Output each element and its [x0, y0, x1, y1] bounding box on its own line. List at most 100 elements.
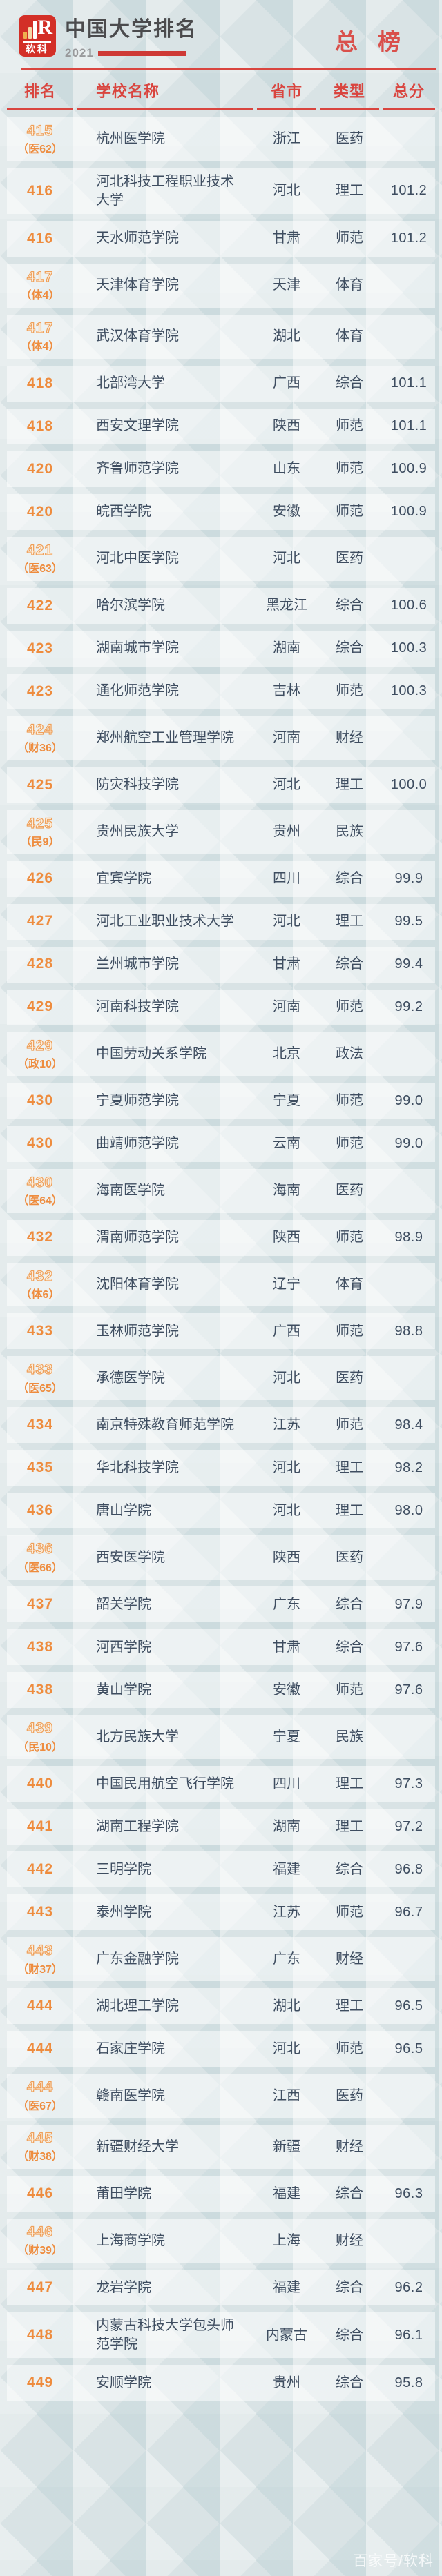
table-row: 420 皖西学院 安徽 师范 100.9	[7, 493, 435, 530]
school-name-cell: 湖南城市学院	[96, 640, 179, 656]
province-cell: 湖北	[273, 328, 300, 344]
table-row: 443 （财37） 广东金融学院 广东 财经	[7, 1937, 435, 1982]
rank-category-sub: （财36）	[17, 743, 63, 755]
school-name-cell: 安顺学院	[96, 2375, 151, 2390]
province-cell: 北京	[273, 1046, 300, 1062]
rank-cell: 421 （医63）	[7, 541, 73, 577]
type-cell: 综合	[336, 598, 363, 613]
type-cell: 体育	[336, 1276, 363, 1292]
type-cell: 综合	[336, 871, 363, 887]
table-row: 428 兰州城市学院 甘肃 综合 99.4	[7, 946, 435, 983]
province-cell: 河北	[273, 1459, 300, 1475]
score-cell: 97.3	[394, 1776, 423, 1791]
school-name-cell: 南京特殊教育师范学院	[96, 1417, 234, 1433]
type-cell: 综合	[336, 2279, 363, 2295]
type-cell: 综合	[336, 1596, 363, 1612]
table-row: 415 （医62） 杭州医学院 浙江 医药	[7, 117, 435, 161]
table-row: 444 湖北理工学院 湖北 理工 96.5	[7, 1988, 435, 2025]
type-cell: 综合	[336, 2375, 363, 2390]
province-cell: 陕西	[273, 1549, 300, 1565]
school-name-cell: 渭南师范学院	[96, 1230, 179, 1245]
score-cell: 96.7	[394, 1904, 423, 1920]
province-cell: 江苏	[273, 1417, 300, 1433]
rank-number: 438	[26, 1682, 54, 1698]
score-cell: 99.5	[394, 914, 423, 930]
type-cell: 综合	[336, 640, 363, 656]
rank-cell: 434	[7, 1415, 73, 1435]
rank-number: 424	[26, 721, 54, 738]
province-cell: 山东	[273, 461, 300, 477]
province-cell: 福建	[273, 2279, 300, 2295]
province-cell: 宁夏	[273, 1729, 300, 1744]
rank-cell: 416	[7, 181, 73, 201]
table-row: 438 河西学院 甘肃 综合 97.6	[7, 1629, 435, 1666]
rank-number: 434	[26, 1417, 54, 1433]
province-cell: 湖南	[273, 1818, 300, 1834]
score-cell: 98.0	[394, 1502, 423, 1518]
table-row: 436 唐山学院 河北 理工 98.0	[7, 1493, 435, 1529]
rank-number: 444	[26, 2041, 54, 2057]
province-cell: 河北	[273, 551, 300, 567]
rank-number: 425	[26, 776, 54, 793]
rank-number: 443	[26, 1943, 54, 1959]
score-cell: 100.3	[390, 640, 427, 656]
type-cell: 师范	[336, 1417, 363, 1433]
school-name-cell: 西安医学院	[96, 1549, 165, 1565]
rank-number: 416	[26, 230, 54, 246]
province-cell: 黑龙江	[266, 598, 307, 613]
school-name-cell: 河北中医学院	[96, 551, 179, 567]
province-cell: 浙江	[273, 131, 300, 147]
rank-cell: 415 （医62）	[7, 121, 73, 157]
rank-number: 429	[26, 1037, 54, 1054]
type-cell: 理工	[336, 183, 363, 199]
school-name-cell: 海南医学院	[96, 1183, 165, 1199]
table-row: 429 （政10） 中国劳动关系学院 北京 政法	[7, 1032, 435, 1076]
rank-number: 449	[26, 2374, 54, 2390]
ranking-rows: 415 （医62） 杭州医学院 浙江 医药 416 河北科技工程职业技术大学 河…	[7, 117, 435, 2401]
rank-number: 432	[26, 1229, 54, 1246]
school-name-cell: 皖西学院	[96, 504, 151, 520]
rank-category-sub: （医63）	[17, 563, 63, 576]
rank-category-sub: （医65）	[17, 1382, 63, 1395]
school-name-cell: 承德医学院	[96, 1370, 165, 1386]
watermark: 百家号/软科	[353, 2553, 434, 2569]
rank-number: 420	[26, 503, 54, 520]
table-row: 433 玉林师范学院 广西 师范 98.8	[7, 1313, 435, 1350]
type-cell: 体育	[336, 277, 363, 293]
rank-cell: 425 （民9）	[7, 814, 73, 850]
score-cell: 96.5	[394, 1998, 423, 2014]
province-cell: 辽宁	[273, 1276, 300, 1292]
rank-number: 436	[26, 1502, 54, 1519]
rank-number: 420	[26, 460, 54, 477]
table-row: 423 湖南城市学院 湖南 综合 100.3	[7, 630, 435, 667]
rank-number: 428	[26, 956, 54, 972]
ruanke-logo: R 软科	[19, 15, 56, 57]
table-row: 416 天水师范学院 甘肃 师范 101.2	[7, 220, 435, 257]
province-cell: 贵州	[273, 2375, 300, 2390]
logo-label: 软科	[26, 43, 49, 55]
province-cell: 河北	[273, 1502, 300, 1518]
province-cell: 广东	[273, 1596, 300, 1612]
rank-category-sub: （体6）	[20, 1288, 60, 1301]
province-cell: 云南	[273, 1136, 300, 1152]
score-cell: 101.2	[390, 183, 427, 199]
school-name-cell: 武汉体育学院	[96, 328, 179, 344]
rank-category-sub: （政10）	[17, 1058, 63, 1070]
rank-cell: 443 （财37）	[7, 1941, 73, 1977]
score-cell: 100.6	[390, 598, 427, 613]
score-cell: 96.8	[394, 1861, 423, 1877]
table-row: 429 河南科技学院 河南 师范 99.2	[7, 989, 435, 1025]
school-name-cell: 北部湾大学	[96, 375, 165, 391]
type-cell: 师范	[336, 418, 363, 434]
province-cell: 四川	[273, 1776, 300, 1791]
table-row: 430 曲靖师范学院 云南 师范 99.0	[7, 1125, 435, 1162]
table-row: 442 三明学院 福建 综合 96.8	[7, 1851, 435, 1888]
school-name-cell: 哈尔滨学院	[96, 598, 165, 613]
rank-number: 430	[26, 1092, 54, 1109]
type-cell: 师范	[336, 1136, 363, 1152]
rank-number: 430	[26, 1135, 54, 1152]
school-name-cell: 湖北理工学院	[96, 1998, 179, 2014]
rank-number: 433	[26, 1323, 54, 1339]
province-cell: 上海	[273, 2232, 300, 2248]
col-header-name: 学校名称	[77, 79, 253, 110]
